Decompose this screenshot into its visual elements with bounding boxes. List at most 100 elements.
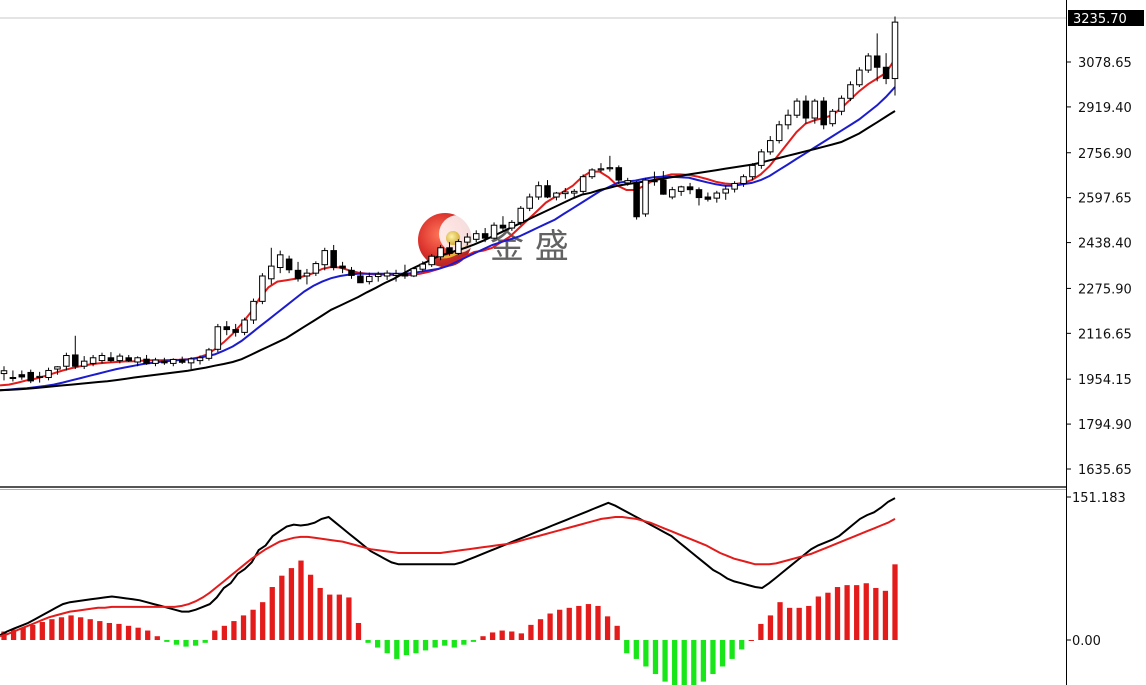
candle-body-up — [392, 273, 400, 276]
histogram-bar — [595, 605, 601, 640]
indicator-axis: 151.183 0.00 — [1066, 491, 1126, 649]
histogram-bar — [604, 616, 611, 640]
candle — [72, 335, 79, 370]
histogram-bar — [806, 605, 812, 640]
candle — [410, 266, 418, 278]
candles-layer — [0, 16, 899, 384]
histogram-bar — [489, 632, 496, 640]
candle — [660, 171, 667, 195]
histogram-bar — [882, 590, 889, 640]
candle-body-down — [348, 269, 355, 276]
candle — [80, 356, 88, 370]
histogram-bar — [78, 617, 84, 640]
candle — [107, 352, 115, 363]
candle — [98, 352, 106, 364]
candle — [357, 270, 364, 284]
candle — [775, 120, 783, 144]
histogram-bar — [279, 575, 285, 640]
candle-body-up — [606, 167, 614, 170]
histogram-bar — [58, 617, 65, 640]
histogram-bar — [614, 625, 620, 640]
candle — [45, 367, 52, 381]
candle-body-down — [499, 224, 507, 229]
candle-body-down — [686, 186, 694, 191]
candle — [143, 354, 150, 365]
price-tick-label: 2116.65 — [1078, 327, 1132, 342]
price-axis: 3078.65 2919.40 2756.90 2597.65 2438.40 2275.… — [1066, 10, 1144, 478]
candle-body-up — [410, 268, 418, 277]
candle-body-down — [125, 357, 133, 362]
candle-body-up — [170, 358, 177, 364]
price-tick-label: 3078.65 — [1078, 56, 1132, 71]
candle — [722, 185, 729, 200]
histogram-bar — [710, 640, 716, 675]
candle — [526, 193, 533, 212]
candle — [268, 247, 275, 285]
histogram-bar — [681, 640, 687, 685]
histogram-bar — [796, 607, 802, 640]
candle — [615, 165, 623, 185]
candle-body-down — [802, 100, 810, 119]
last-price-tag — [1068, 10, 1144, 26]
candle — [383, 270, 391, 280]
histogram-bar — [758, 623, 764, 640]
histogram-bar — [480, 636, 486, 640]
candle-body-up — [535, 185, 542, 198]
candle — [18, 370, 26, 380]
main-panel-bg — [0, 0, 1066, 487]
candle-body-up — [312, 263, 320, 274]
candle-body-up — [731, 182, 738, 190]
histogram-bar — [643, 640, 649, 667]
candle — [303, 268, 311, 285]
candle-body-up — [784, 114, 792, 126]
histogram-bar — [173, 640, 180, 645]
candle-body-up — [597, 168, 605, 171]
histogram-bar — [384, 640, 390, 654]
histogram-bar — [777, 602, 783, 640]
histogram-bar — [518, 633, 524, 640]
candle-body-up — [865, 55, 872, 71]
candle-body-down — [330, 250, 337, 269]
indicator-panel-bg — [0, 489, 1066, 685]
histogram-bar — [30, 624, 36, 640]
price-tick-label: 2919.40 — [1078, 101, 1132, 116]
candle — [241, 317, 248, 336]
histogram-bar — [355, 622, 362, 640]
candle — [677, 185, 685, 196]
candle — [0, 366, 8, 381]
candle-body-down — [72, 354, 79, 367]
candle — [285, 255, 293, 274]
candle-body-up — [526, 196, 533, 209]
histogram-bar — [49, 619, 55, 640]
candle-body-down — [446, 247, 453, 254]
histogram-bar — [135, 627, 141, 640]
candle-body-up — [0, 370, 8, 375]
candle — [882, 53, 890, 85]
candle-body-up — [374, 273, 382, 278]
candle-body-up — [303, 272, 311, 277]
histogram-bar — [537, 619, 544, 640]
price-tick-label: 2756.90 — [1078, 147, 1132, 162]
histogram-bar — [422, 640, 429, 651]
candle-body-down — [544, 185, 551, 198]
candle-body-down — [27, 371, 34, 382]
candle — [784, 109, 792, 130]
candle-body-up — [642, 179, 649, 215]
histogram-bar — [164, 640, 170, 642]
candle — [704, 192, 712, 202]
candle-body-up — [241, 319, 248, 333]
candle-body-up — [749, 164, 756, 178]
candle — [606, 155, 614, 172]
candle — [508, 220, 516, 231]
candle-body-up — [464, 236, 471, 243]
candle — [187, 357, 195, 370]
candle-body-up — [562, 191, 569, 195]
candle-body-up — [793, 100, 801, 116]
candle-body-up — [758, 151, 765, 166]
candle-body-down — [285, 258, 293, 271]
histogram-bar — [748, 640, 754, 641]
candle-body-up — [152, 359, 159, 364]
candle-body-down — [704, 196, 712, 200]
candle-body-up — [553, 192, 560, 198]
candle — [170, 358, 177, 367]
